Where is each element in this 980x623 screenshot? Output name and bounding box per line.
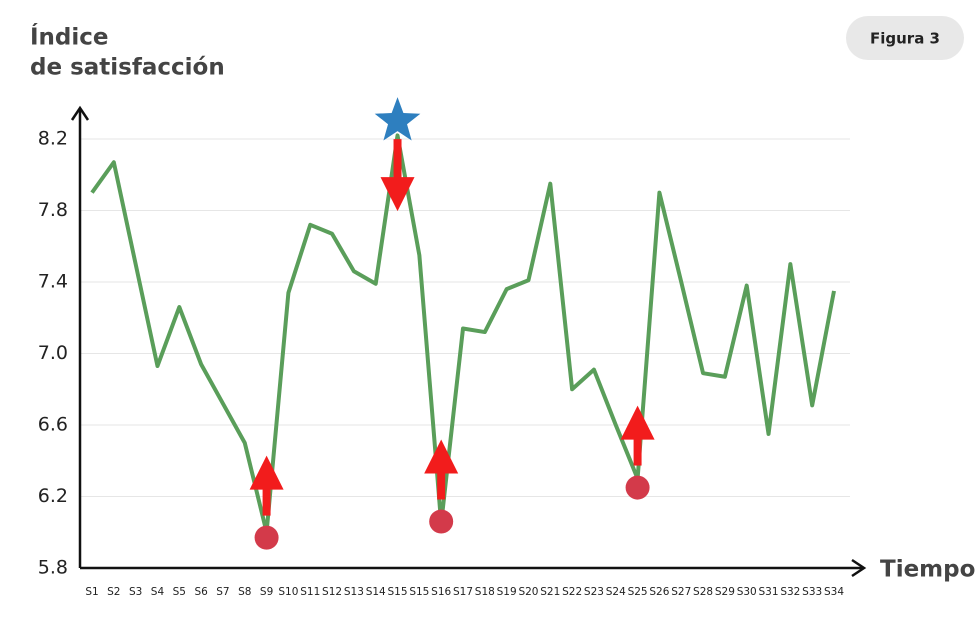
- low-marker: [429, 509, 454, 534]
- line: [90, 133, 836, 535]
- y-tick-label: 5.8: [38, 557, 68, 579]
- x-tick-label: S22: [562, 586, 582, 598]
- x-tick-label: S32: [780, 586, 800, 598]
- badge-text: Figura 3: [870, 30, 940, 48]
- x-tick-label: S30: [737, 586, 757, 598]
- x-tick-label: S11: [300, 586, 320, 598]
- y-axis-arrow: [70, 105, 90, 121]
- arrow-shaft: [437, 449, 446, 500]
- x-tick-label: S28: [693, 586, 713, 598]
- y-tick-label: 7.4: [38, 271, 68, 293]
- x-tick-label: S10: [278, 586, 298, 598]
- y-tick-label: 6.6: [38, 414, 68, 436]
- x-label: Tiempo: [880, 557, 975, 583]
- x-tick-label: S31: [759, 586, 779, 598]
- arrow-head: [424, 439, 459, 474]
- x-tick-label: S7: [216, 586, 229, 598]
- x-tick-label: S8: [238, 586, 251, 598]
- x-tick-label: S26: [649, 586, 669, 598]
- x-tick-label: S16: [431, 586, 451, 598]
- y-label: Índice: [30, 23, 109, 51]
- x-tick-label: S15: [388, 586, 408, 598]
- y-tick-label: 7.0: [38, 342, 68, 364]
- x-tick-label: S18: [475, 586, 495, 598]
- x-tick-label: S9: [260, 586, 273, 598]
- arrow-head: [620, 405, 655, 440]
- high-marker: [374, 97, 421, 141]
- x-tick-label: S17: [453, 586, 473, 598]
- x-tick-label: S25: [628, 586, 648, 598]
- low-marker: [254, 525, 279, 550]
- x-tick-label: S2: [107, 586, 120, 598]
- x-tick-label: S23: [584, 586, 604, 598]
- badge: [846, 16, 964, 60]
- x-tick-label: S13: [344, 586, 364, 598]
- x-tick-label: S14: [366, 586, 386, 598]
- arrow-head: [380, 177, 415, 212]
- x-tick-label: S33: [802, 586, 822, 598]
- x-tick-label: S5: [173, 586, 186, 598]
- arrow-head: [249, 455, 284, 490]
- y-tick-label: 7.8: [38, 199, 68, 221]
- x-tick-label: S24: [606, 586, 626, 598]
- x-tick-label: S19: [497, 586, 517, 598]
- x-tick-label: S12: [322, 586, 342, 598]
- x-tick-label: S29: [715, 586, 735, 598]
- arrow-shaft: [393, 139, 402, 190]
- x-tick-label: S21: [540, 586, 560, 598]
- x-tick-label: S4: [151, 586, 165, 598]
- x-tick-label: S1: [85, 586, 98, 598]
- y-tick-label: 8.2: [38, 128, 68, 150]
- x-tick-label: S6: [194, 586, 208, 598]
- x-axis-arrow: [851, 558, 867, 578]
- x-tick-label: S3: [129, 586, 142, 598]
- x-tick-label: S20: [518, 586, 538, 598]
- x-tick-label: S27: [671, 586, 691, 598]
- x-tick-label: S34: [824, 586, 844, 598]
- low-marker: [625, 475, 650, 500]
- y-tick-label: 6.2: [38, 485, 68, 507]
- arrow-shaft: [633, 415, 642, 466]
- arrow-shaft: [262, 465, 271, 516]
- x-tick-label: S15: [409, 586, 429, 598]
- y-label: de satisfacción: [30, 55, 225, 81]
